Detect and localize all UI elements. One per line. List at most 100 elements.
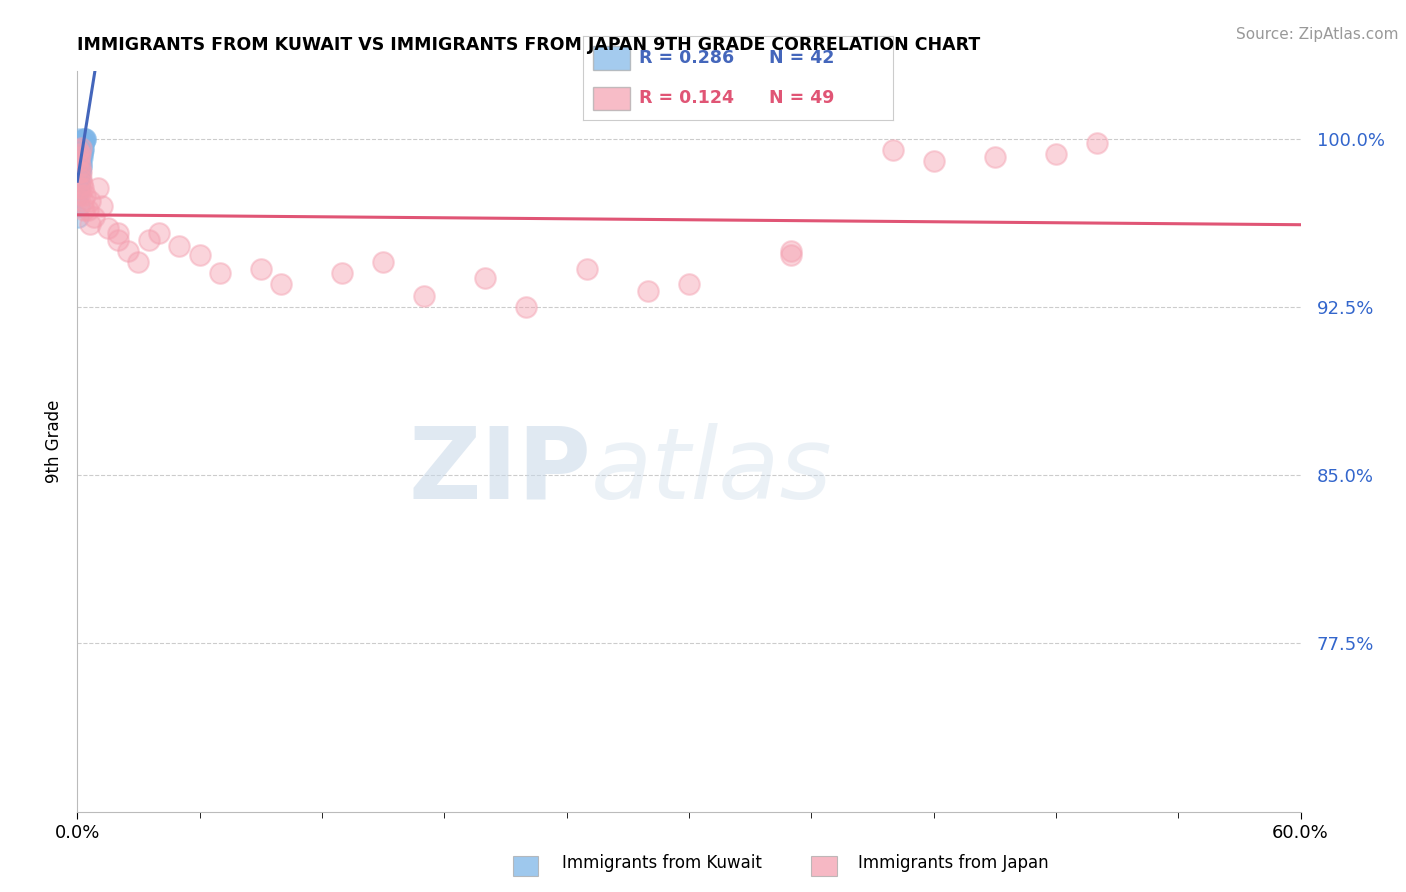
Point (984, 150, 1007, 164)
Point (515, 300, 537, 314)
Point (637, 284, 659, 298)
Point (69, 159, 91, 173)
Point (107, 233, 129, 247)
Point (69, 141, 91, 155)
Point (70, 147, 93, 161)
Point (70, 147, 93, 161)
Point (83, 210, 105, 224)
Point (75, 131, 97, 145)
Text: IMMIGRANTS FROM KUWAIT VS IMMIGRANTS FROM JAPAN 9TH GRADE CORRELATION CHART: IMMIGRANTS FROM KUWAIT VS IMMIGRANTS FRO… (77, 36, 980, 54)
Point (72, 141, 94, 155)
Point (79, 194, 101, 209)
Point (332, 266, 354, 280)
Point (117, 244, 139, 258)
Point (72, 181, 94, 195)
Point (67, 143, 90, 157)
Text: N = 42: N = 42 (769, 49, 834, 67)
Point (97, 221, 120, 235)
Point (780, 244, 803, 258)
Point (780, 248, 803, 262)
Point (67, 154, 90, 169)
Point (70, 154, 93, 169)
Point (371, 255, 394, 269)
Point (70, 141, 93, 155)
Point (72, 134, 94, 148)
Text: ZIP: ZIP (408, 423, 591, 520)
Point (69, 150, 91, 164)
Point (72, 136, 94, 150)
Point (138, 233, 160, 247)
Point (67, 131, 90, 145)
Point (70, 141, 93, 155)
Point (70, 145, 93, 160)
Point (67, 181, 90, 195)
Point (76, 203, 98, 218)
Point (69, 138, 91, 153)
Point (169, 239, 191, 253)
Point (70, 159, 93, 173)
Point (70, 165, 93, 179)
Point (67, 177, 90, 191)
Text: N = 49: N = 49 (769, 89, 834, 107)
Bar (593, 87, 630, 111)
Text: Immigrants from Japan: Immigrants from Japan (858, 855, 1049, 872)
Y-axis label: 9th Grade: 9th Grade (45, 400, 63, 483)
Point (67, 199, 90, 213)
Point (413, 289, 436, 303)
Point (70, 172, 93, 186)
Point (73, 131, 96, 145)
Point (678, 277, 700, 292)
Point (72, 136, 94, 150)
Point (90, 199, 112, 213)
Point (70, 134, 93, 148)
Point (67, 143, 90, 157)
Point (474, 270, 496, 285)
Point (1085, 136, 1108, 150)
Point (67, 165, 90, 179)
Point (72, 177, 94, 191)
Point (69, 187, 91, 202)
Text: Source: ZipAtlas.com: Source: ZipAtlas.com (1236, 27, 1399, 42)
Point (69, 165, 91, 179)
Point (922, 154, 945, 169)
Point (1045, 147, 1067, 161)
Point (208, 266, 231, 280)
Point (69, 172, 91, 186)
Point (148, 226, 170, 240)
Point (72, 194, 94, 209)
Point (69, 145, 91, 160)
Point (67, 159, 90, 173)
Point (69, 159, 91, 173)
Point (69, 147, 91, 161)
Point (67, 177, 90, 191)
Point (270, 277, 292, 292)
Point (75, 131, 97, 145)
Text: Immigrants from Kuwait: Immigrants from Kuwait (562, 855, 762, 872)
Point (188, 248, 211, 262)
Point (72, 150, 94, 164)
Point (67, 136, 90, 150)
Point (250, 261, 273, 276)
Point (70, 143, 93, 157)
Point (75, 187, 97, 202)
Point (69, 147, 91, 161)
Point (87, 181, 110, 195)
Point (107, 226, 129, 240)
Point (66, 187, 89, 202)
Point (69, 165, 91, 179)
Point (69, 181, 91, 195)
Point (576, 261, 599, 276)
Point (73, 203, 96, 218)
Point (67, 150, 90, 164)
Point (67, 165, 90, 179)
Point (882, 143, 904, 157)
Point (67, 154, 90, 169)
Text: R = 0.124: R = 0.124 (640, 89, 734, 107)
Point (72, 143, 94, 157)
Point (127, 255, 149, 269)
Text: atlas: atlas (591, 423, 832, 520)
Point (73, 134, 96, 148)
Bar (593, 45, 630, 70)
Point (67, 210, 90, 224)
Text: R = 0.286: R = 0.286 (640, 49, 734, 67)
